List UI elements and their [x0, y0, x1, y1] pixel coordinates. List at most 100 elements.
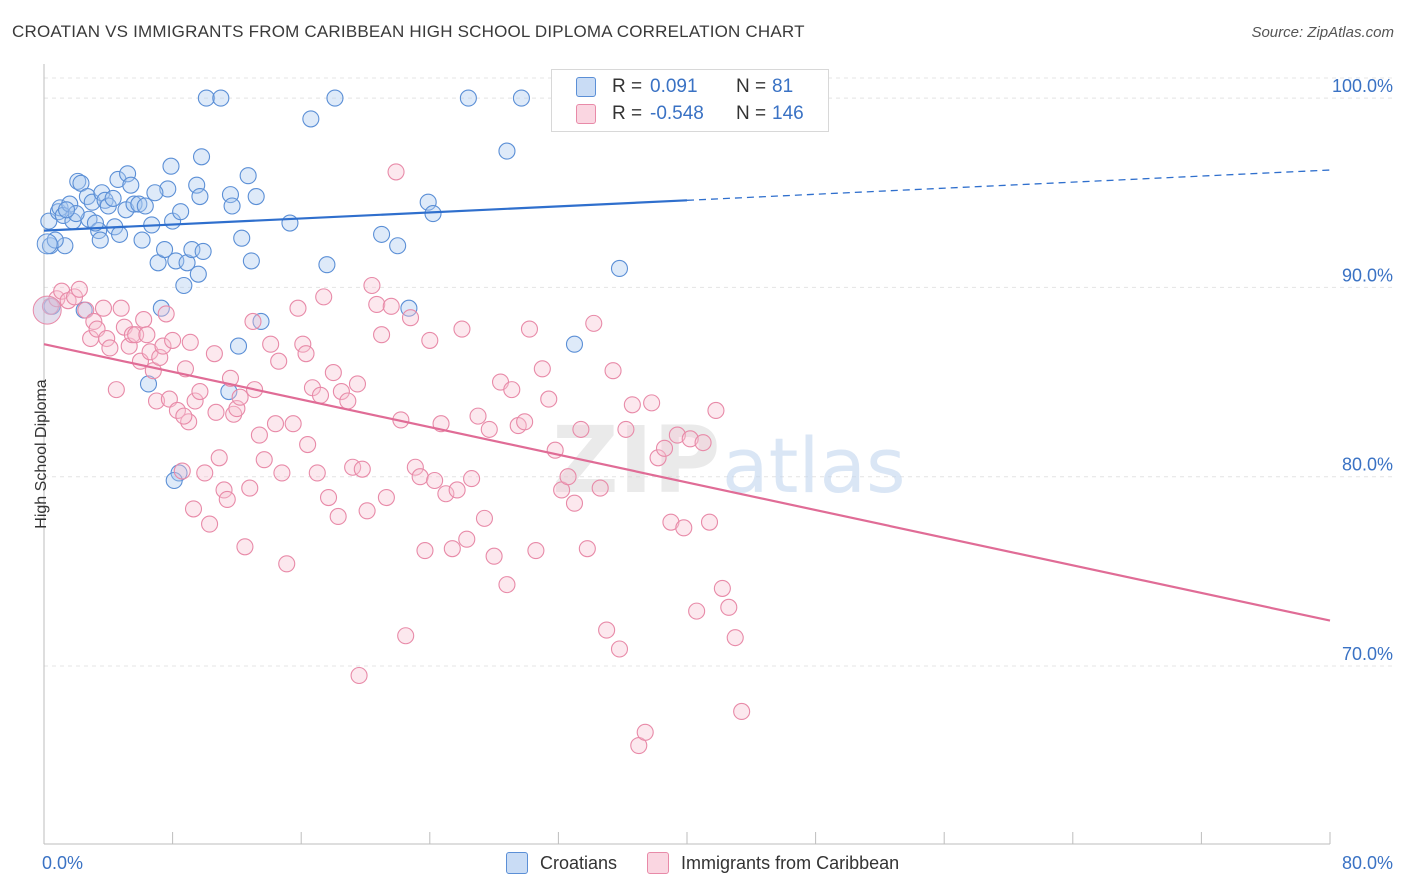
caribbean-point	[585, 314, 603, 332]
caribbean-point	[382, 297, 400, 315]
croatian-point	[133, 231, 151, 249]
caribbean-point	[210, 449, 228, 467]
caribbean-trend-line	[43, 343, 1331, 622]
croatian-point	[36, 233, 58, 255]
watermark: ZIP atlas	[552, 407, 906, 514]
caribbean-point	[485, 547, 503, 565]
caribbean-point	[181, 333, 199, 351]
caribbean-point	[363, 276, 381, 295]
caribbean-point	[201, 515, 219, 533]
caribbean-point	[151, 348, 169, 366]
caribbean-point	[623, 396, 641, 414]
legend-item-caribbean[interactable]: Immigrants from Caribbean	[647, 852, 899, 874]
croatian-point	[130, 195, 148, 213]
legend-item-croatians[interactable]: Croatians	[506, 852, 617, 874]
legend-r-key: R =	[612, 103, 643, 124]
caribbean-point	[297, 345, 315, 363]
caribbean-point	[480, 420, 498, 438]
croatian-point	[46, 231, 64, 249]
croatian-point	[419, 193, 437, 211]
caribbean-point	[112, 299, 130, 317]
caribbean-point	[339, 392, 357, 410]
croatian-point	[188, 176, 206, 194]
x-tick-label: 80.0%	[1342, 853, 1393, 873]
caribbean-point	[426, 471, 444, 490]
caribbean-point	[368, 295, 386, 313]
croatian-point	[146, 184, 164, 202]
croatian-point	[67, 205, 85, 223]
caribbean-point	[241, 479, 259, 497]
caribbean-point	[70, 280, 88, 298]
croatian-point	[162, 157, 180, 175]
croatian-point	[229, 337, 248, 355]
caribbean-point	[469, 407, 487, 425]
caribbean-point	[572, 420, 590, 438]
caribbean-point	[94, 299, 113, 317]
legend-n-value: 146	[772, 103, 804, 124]
caribbean-point	[353, 460, 371, 478]
caribbean-point	[448, 481, 466, 499]
caribbean-point	[713, 579, 731, 597]
croatian-point	[318, 256, 336, 274]
croatian-point	[373, 225, 391, 243]
croatian-point	[172, 203, 190, 221]
croatian-point	[139, 375, 158, 393]
caribbean-point	[284, 415, 302, 433]
caribbean-point	[270, 352, 288, 370]
caribbean-point	[278, 555, 296, 573]
croatian-point	[326, 89, 344, 107]
croatian-point	[192, 148, 211, 166]
croatian-point	[191, 187, 209, 206]
caribbean-point	[101, 339, 119, 357]
caribbean-point	[175, 407, 193, 425]
croatian-point	[247, 187, 265, 206]
croatian-point	[212, 89, 230, 107]
caribbean-point	[643, 394, 661, 412]
caribbean-point	[406, 458, 424, 476]
caribbean-point	[443, 540, 461, 558]
caribbean-point	[205, 345, 223, 363]
caribbean-point	[733, 702, 751, 721]
caribbean-point	[154, 337, 172, 355]
caribbean-point	[225, 405, 243, 423]
legend-swatch-blue	[506, 852, 528, 874]
croatian-point	[512, 89, 530, 107]
caribbean-point	[147, 392, 166, 410]
croatian-point	[111, 225, 129, 243]
caribbean-point	[373, 326, 391, 344]
croatian-point	[152, 299, 170, 317]
caribbean-point	[262, 335, 280, 353]
croatian-point	[242, 252, 260, 270]
croatian-point	[119, 165, 137, 183]
y-tick-label: 70.0%	[1342, 644, 1393, 664]
caribbean-point	[421, 331, 439, 349]
caribbean-point	[196, 464, 214, 482]
caribbean-point	[299, 435, 317, 454]
caribbean-point	[221, 369, 240, 387]
caribbean-point	[207, 403, 225, 421]
caribbean-point	[397, 627, 415, 645]
caribbean-point	[250, 426, 268, 444]
croatian-point	[194, 242, 212, 260]
caribbean-point	[180, 413, 198, 431]
caribbean-point	[498, 576, 516, 594]
croatian-point	[302, 110, 320, 128]
caribbean-point	[411, 468, 429, 486]
caribbean-point	[475, 509, 494, 527]
caribbean-point	[516, 413, 534, 431]
legend-row-croatians: R = 0.091 N = 81	[576, 75, 793, 99]
caribbean-point	[387, 163, 405, 181]
legend-n-key: N =	[736, 103, 767, 124]
legend-r-value: 0.091	[650, 76, 698, 97]
legend-r-key: R =	[612, 76, 643, 97]
caribbean-point	[184, 500, 203, 518]
data-points	[32, 89, 751, 755]
caribbean-point	[617, 420, 635, 438]
caribbean-point	[437, 485, 455, 503]
croatian-point	[122, 176, 140, 194]
croatian-point	[159, 180, 177, 198]
caribbean-point	[228, 400, 246, 418]
croatian-point	[175, 276, 193, 295]
caribbean-point	[348, 375, 367, 393]
chart-source: Source: ZipAtlas.com	[1251, 24, 1394, 41]
